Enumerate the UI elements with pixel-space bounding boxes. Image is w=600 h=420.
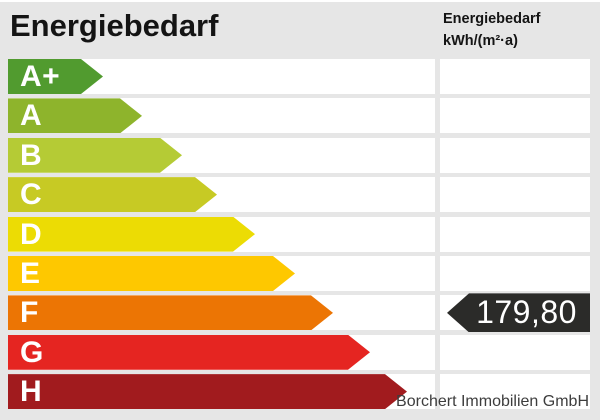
row-track-right bbox=[440, 137, 590, 173]
energy-class-arrow: A bbox=[8, 98, 142, 133]
energy-class-label: A bbox=[20, 99, 43, 133]
row-track-right bbox=[440, 255, 590, 291]
energy-scale: 179,80 A+ A B C D bbox=[0, 59, 600, 414]
energy-class-arrow: E bbox=[8, 256, 295, 291]
energy-class-label: H bbox=[20, 375, 43, 409]
row-track-right bbox=[440, 216, 590, 252]
energy-class-arrow: C bbox=[8, 177, 217, 212]
row-track-right bbox=[440, 374, 590, 410]
unit-label-line2: kWh/(m²·a) bbox=[443, 33, 518, 49]
unit-label-line1: Energiebedarf bbox=[443, 11, 541, 27]
energy-class-arrow: H bbox=[8, 374, 407, 409]
energy-row: D bbox=[0, 216, 600, 252]
energy-row: A+ bbox=[0, 59, 600, 94]
energy-row: G bbox=[0, 334, 600, 370]
energy-row: C bbox=[0, 177, 600, 213]
energy-class-label: F bbox=[20, 296, 39, 330]
energy-class-arrow: A+ bbox=[8, 59, 103, 94]
row-track-right bbox=[440, 177, 590, 213]
value-badge: 179,80 bbox=[447, 293, 590, 333]
energy-class-label: C bbox=[20, 178, 43, 212]
energy-class-label: B bbox=[20, 138, 43, 172]
company-credit: Borchert Immobilien GmbH bbox=[396, 393, 589, 410]
energy-class-arrow: B bbox=[8, 138, 182, 173]
energy-class-arrow: F bbox=[8, 295, 333, 330]
energy-class-label: G bbox=[20, 335, 44, 369]
unit-label: Energiebedarf kWh/(m²·a) bbox=[443, 8, 541, 52]
row-track-right bbox=[440, 59, 590, 94]
energy-row: E bbox=[0, 255, 600, 291]
row-track-right bbox=[440, 98, 590, 134]
energy-row: A bbox=[0, 98, 600, 134]
chart-title: Energiebedarf bbox=[10, 8, 219, 43]
energy-row: H bbox=[0, 374, 600, 410]
energy-class-label: D bbox=[20, 217, 43, 251]
energy-class-arrow: D bbox=[8, 217, 255, 252]
energy-row: B bbox=[0, 137, 600, 173]
energy-class-label: A+ bbox=[20, 60, 61, 93]
value-badge-text: 179,80 bbox=[476, 294, 577, 331]
row-track-right bbox=[440, 334, 590, 370]
energy-class-arrow: G bbox=[8, 335, 370, 370]
energy-class-label: E bbox=[20, 256, 41, 290]
